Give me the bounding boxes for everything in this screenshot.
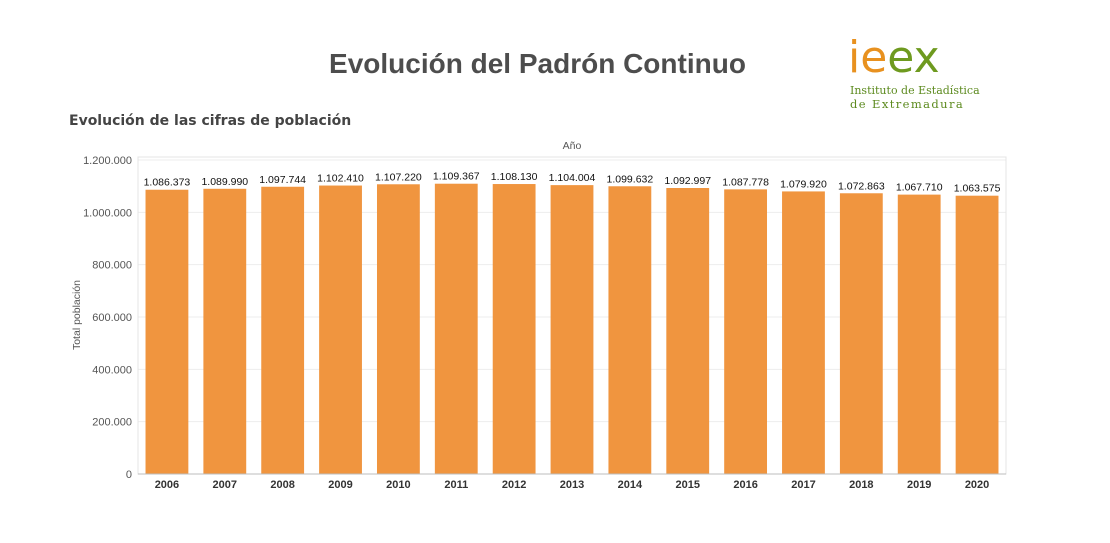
- x-tick-label: 2020: [965, 479, 989, 491]
- x-tick-label: 2013: [560, 479, 584, 491]
- bar: [492, 184, 536, 475]
- page-title: Evolución del Padrón Continuo: [329, 48, 746, 79]
- bar: [724, 189, 768, 475]
- logo-mark-green: ex: [887, 32, 940, 83]
- data-label: 1.102.410: [317, 173, 364, 185]
- value-labels: 1.086.373 1.089.990 1.097.744 1.102.410 1.10…: [144, 171, 1001, 195]
- x-tick-label: 2009: [328, 479, 352, 491]
- data-label: 1.092.997: [664, 175, 711, 187]
- bar: [897, 194, 941, 474]
- bar: [955, 195, 999, 474]
- x-tick-label: 2012: [502, 479, 526, 491]
- x-tick-label: 2016: [733, 479, 757, 491]
- bars: [145, 183, 999, 475]
- y-tick-label: 400.000: [92, 364, 132, 376]
- x-tick-label: 2018: [849, 479, 873, 491]
- bar: [376, 184, 420, 474]
- data-label: 1.063.575: [954, 183, 1001, 195]
- data-label: 1.109.367: [433, 171, 480, 183]
- x-tick-label: 2017: [791, 479, 815, 491]
- x-tick-label: 2019: [907, 479, 931, 491]
- logo-text-line2: de Extremadura: [850, 97, 965, 111]
- x-tick-label: 2015: [675, 479, 699, 491]
- logo-mark-orange: ie: [848, 32, 888, 83]
- bar: [261, 186, 305, 474]
- x-tick-label: 2008: [270, 479, 294, 491]
- data-label: 1.079.920: [780, 178, 827, 190]
- y-tick-label: 0: [126, 469, 132, 481]
- y-tick-label: 1.200.000: [83, 155, 132, 167]
- bar: [608, 186, 652, 475]
- x-tick-label: 2011: [444, 479, 468, 491]
- x-tick-label: 2010: [386, 479, 410, 491]
- bar: [319, 185, 362, 474]
- data-label: 1.087.778: [722, 176, 769, 188]
- y-tick-label: 200.000: [92, 417, 132, 429]
- bar: [666, 187, 710, 474]
- bar: [550, 185, 594, 474]
- data-label: 1.108.130: [491, 171, 538, 183]
- y-tick-label: 800.000: [92, 260, 132, 272]
- ieex-logo: ieex Instituto de Estadística de Extrema…: [848, 34, 980, 114]
- data-label: 1.086.373: [144, 177, 191, 189]
- x-tick-labels: 2006 2007 2008 2009 2010 2011 2012 2013 2014 2015…: [155, 479, 990, 491]
- y-tick-label: 600.000: [92, 312, 132, 324]
- data-label: 1.089.990: [201, 176, 248, 188]
- logo-mark: ieex: [848, 34, 940, 82]
- data-label: 1.072.863: [838, 180, 885, 192]
- x-tick-label: 2007: [213, 479, 237, 491]
- bar: [434, 183, 478, 474]
- x-tick-label: 2006: [155, 479, 179, 491]
- data-label: 1.104.004: [549, 172, 596, 184]
- data-label: 1.067.710: [896, 182, 943, 194]
- y-tick-labels: 0 200.000 400.000 600.000 800.000 1.000.000 1.…: [83, 155, 132, 481]
- data-label: 1.097.744: [259, 174, 306, 186]
- x-tick-label: 2014: [618, 479, 643, 491]
- logo-text-line1: Instituto de Estadística: [850, 84, 980, 97]
- bar: [839, 193, 883, 474]
- chart-subtitle: Evolución de las cifras de población: [69, 113, 352, 129]
- y-tick-label: 1.000.000: [83, 207, 132, 219]
- bar: [782, 191, 825, 474]
- y-axis-title: Total población: [71, 280, 83, 350]
- data-label: 1.099.632: [607, 173, 654, 185]
- data-label: 1.107.220: [375, 171, 422, 183]
- bar: [145, 189, 189, 474]
- x-axis-title: Año: [563, 140, 582, 152]
- bar: [203, 188, 247, 474]
